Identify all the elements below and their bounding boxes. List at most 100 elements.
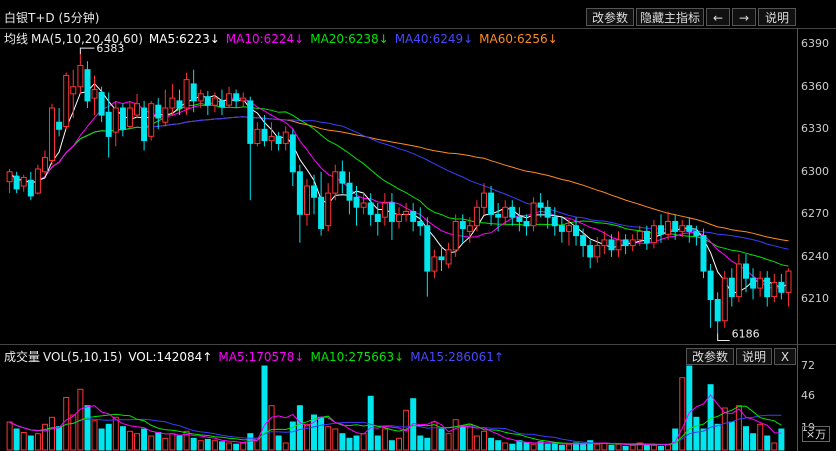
volume-help-button[interactable]: 说明 xyxy=(736,348,772,365)
volume-bar xyxy=(134,433,140,451)
volume-bar xyxy=(346,437,353,451)
ma10-line xyxy=(9,98,789,289)
volume-legend: 成交量 VOL(5,10,15) VOL:142084↑ MA5:170578↓ MA1… xyxy=(4,348,510,365)
volume-close-button[interactable]: X xyxy=(774,348,796,365)
volume-bar xyxy=(311,414,317,451)
candle-body xyxy=(530,202,537,227)
ma60-value: MA60:6256↓ xyxy=(479,32,558,46)
high-marker-line xyxy=(79,47,95,55)
ma10-value: MA10:6224↓ xyxy=(225,32,305,46)
volume-bar xyxy=(70,414,77,451)
ma5-line xyxy=(9,82,789,294)
candle-body xyxy=(721,277,728,322)
candle-body xyxy=(679,225,686,232)
candle-body xyxy=(785,270,792,293)
vol-ma10-value: MA10:275663↓ xyxy=(310,350,405,364)
volume-bar xyxy=(516,440,523,451)
volume-bar xyxy=(778,428,785,451)
volume-bar xyxy=(275,435,282,451)
ma20-value: MA20:6238↓ xyxy=(310,32,389,46)
candle-body xyxy=(148,103,155,137)
volume-bar xyxy=(388,440,395,451)
volume-bar xyxy=(410,398,417,451)
volume-bar xyxy=(714,423,721,451)
chart-title: 白银T+D (5分钟) xyxy=(4,11,100,25)
low-price-label: 6186 xyxy=(732,327,760,340)
candle-body xyxy=(410,211,417,222)
candle-body xyxy=(332,171,339,194)
candle-body xyxy=(735,263,742,298)
volume-bar xyxy=(211,440,218,451)
volume-bar xyxy=(658,446,664,451)
candle-body xyxy=(573,225,579,237)
candle-body xyxy=(141,107,148,142)
candle-body xyxy=(488,192,495,215)
vol-ma15-value: MA15:286061↑ xyxy=(410,350,504,364)
candle-body xyxy=(63,74,70,127)
volume-bar xyxy=(176,435,183,451)
candle-body xyxy=(764,277,771,298)
candle-body xyxy=(509,206,516,218)
change-params-button[interactable]: 改参数 xyxy=(586,8,634,26)
candle-body xyxy=(240,97,247,102)
candle-body xyxy=(367,202,374,215)
volume-bar xyxy=(757,423,764,451)
candle-body xyxy=(346,182,353,201)
high-price-label: 6383 xyxy=(96,42,124,55)
volume-bar xyxy=(424,437,431,451)
candle-body xyxy=(20,177,27,187)
volume-bar xyxy=(629,444,636,451)
volume-bar xyxy=(580,443,587,451)
candle-body xyxy=(134,103,140,116)
volume-bar xyxy=(502,442,509,451)
candle-body xyxy=(743,263,749,279)
candle-body xyxy=(580,235,587,247)
volume-bar xyxy=(20,432,27,451)
candle-body xyxy=(247,100,254,144)
volume-bar xyxy=(679,377,686,451)
candle-body xyxy=(473,206,480,227)
candle-body xyxy=(176,100,183,109)
volume-bar xyxy=(466,423,473,451)
candle-body xyxy=(304,185,310,215)
candle-body xyxy=(211,97,218,106)
volume-bar xyxy=(162,437,169,451)
volume-bar xyxy=(112,416,119,451)
volume-bar xyxy=(367,395,374,451)
candle-body xyxy=(672,221,679,232)
volume-bar xyxy=(296,405,303,451)
volume-bar xyxy=(495,440,502,451)
volume-unit-label: ×万 xyxy=(802,426,830,442)
candle-body xyxy=(629,239,636,247)
candle-body xyxy=(445,249,452,265)
candle-body xyxy=(162,107,169,123)
volume-bar xyxy=(34,433,41,451)
ma40-value: MA40:6249↓ xyxy=(394,32,474,46)
candle-body xyxy=(275,135,282,144)
help-button[interactable]: 说明 xyxy=(758,8,796,26)
volume-bar xyxy=(473,435,480,451)
candle-body xyxy=(431,256,438,272)
volume-bar xyxy=(374,435,381,451)
candle-body xyxy=(778,281,785,293)
scroll-left-button[interactable]: ← xyxy=(706,8,730,26)
candle-body xyxy=(665,221,672,235)
volume-bar xyxy=(49,416,55,451)
scroll-right-button[interactable]: → xyxy=(732,8,756,26)
candle-body xyxy=(268,135,275,142)
candle-body xyxy=(750,277,757,289)
volume-bar xyxy=(233,443,240,451)
candle-body xyxy=(70,86,77,95)
vol-ma5-value: MA5:170578↓ xyxy=(218,350,305,364)
hide-main-indicator-button[interactable]: 隐藏主指标 xyxy=(636,8,704,26)
candle-body xyxy=(197,93,204,102)
volume-bar xyxy=(438,428,445,451)
volume-bar xyxy=(169,433,176,451)
candle-body xyxy=(311,185,317,198)
price-tick-label: 6360 xyxy=(801,79,829,93)
candle-body xyxy=(693,230,700,237)
volume-bar xyxy=(325,426,332,451)
volume-change-params-button[interactable]: 改参数 xyxy=(686,348,734,365)
candle-body xyxy=(204,96,211,106)
